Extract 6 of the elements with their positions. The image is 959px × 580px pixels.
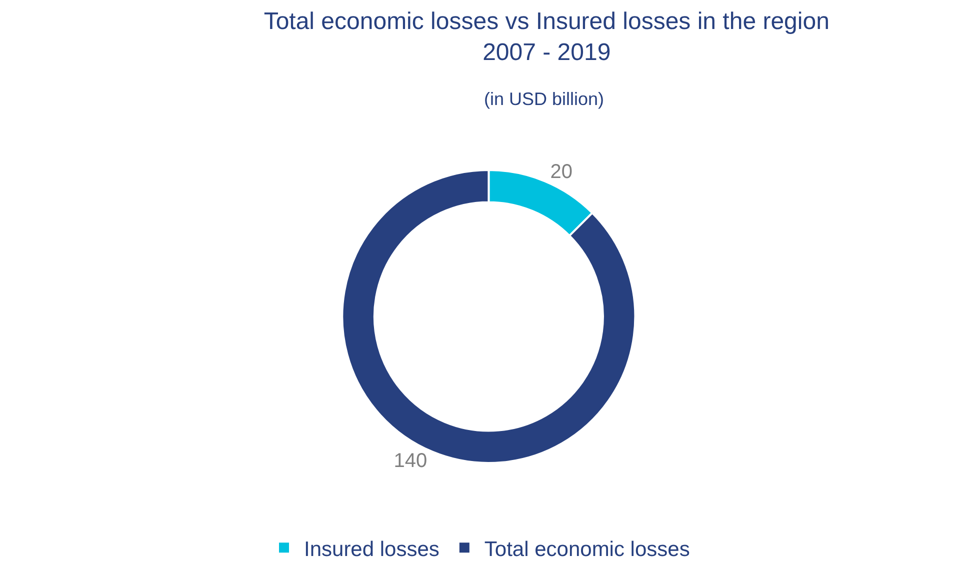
legend-label: Insured losses bbox=[304, 538, 440, 561]
data-label: 20 bbox=[550, 160, 573, 183]
legend-label: Total economic losses bbox=[484, 538, 690, 561]
chart-title: Total economic losses vs Insured losses in the region 2007 - 2019 bbox=[264, 8, 830, 66]
data-label: 140 bbox=[394, 450, 428, 472]
chart-subtitle: (in USD billion) bbox=[484, 89, 604, 109]
